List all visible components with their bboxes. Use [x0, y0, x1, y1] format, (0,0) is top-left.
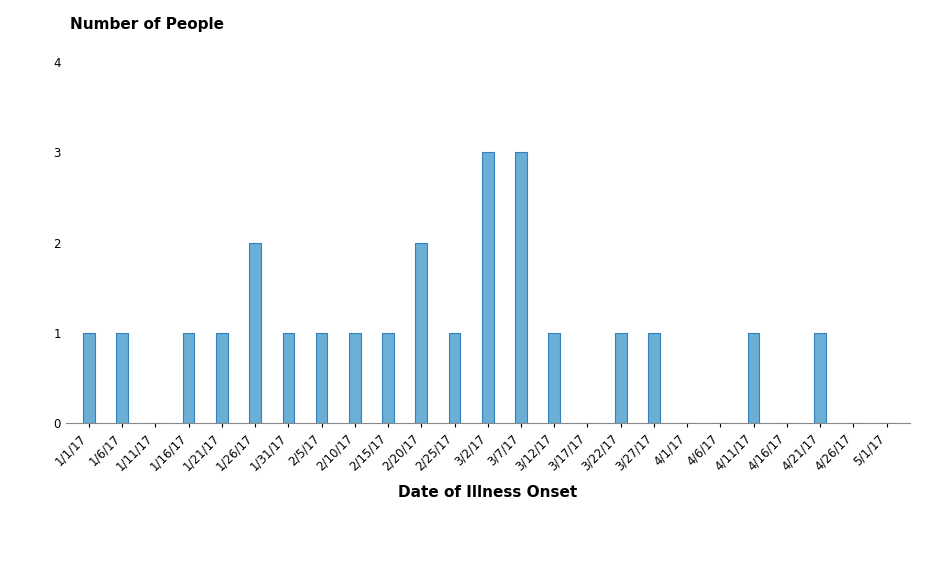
Bar [349, 333, 360, 423]
Bar [382, 333, 394, 423]
Bar [216, 333, 228, 423]
Bar [482, 152, 493, 423]
Bar [515, 152, 527, 423]
Bar [116, 333, 128, 423]
Text: Number of People: Number of People [70, 17, 224, 32]
Bar [448, 333, 461, 423]
Bar [748, 333, 760, 423]
Bar [648, 333, 659, 423]
Bar [83, 333, 95, 423]
Bar [549, 333, 560, 423]
Bar [416, 243, 427, 423]
Bar [814, 333, 826, 423]
X-axis label: Date of Illness Onset: Date of Illness Onset [398, 484, 578, 500]
Bar [250, 243, 261, 423]
Bar [615, 333, 627, 423]
Bar [316, 333, 327, 423]
Bar [282, 333, 295, 423]
Bar [183, 333, 194, 423]
